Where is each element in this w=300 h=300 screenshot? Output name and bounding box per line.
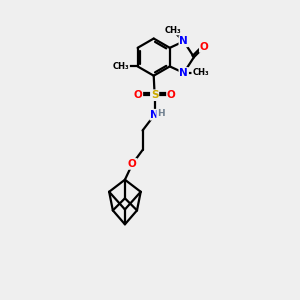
- Text: H: H: [157, 109, 164, 118]
- Text: N: N: [150, 110, 159, 120]
- Text: O: O: [167, 90, 176, 100]
- Text: CH₃: CH₃: [192, 68, 209, 77]
- Text: O: O: [200, 42, 208, 52]
- Text: N: N: [179, 36, 188, 46]
- Text: S: S: [151, 90, 158, 100]
- Text: CH₃: CH₃: [164, 26, 181, 35]
- Text: O: O: [134, 90, 142, 100]
- Text: CH₃: CH₃: [112, 62, 129, 71]
- Text: O: O: [128, 159, 137, 169]
- Text: N: N: [179, 68, 188, 78]
